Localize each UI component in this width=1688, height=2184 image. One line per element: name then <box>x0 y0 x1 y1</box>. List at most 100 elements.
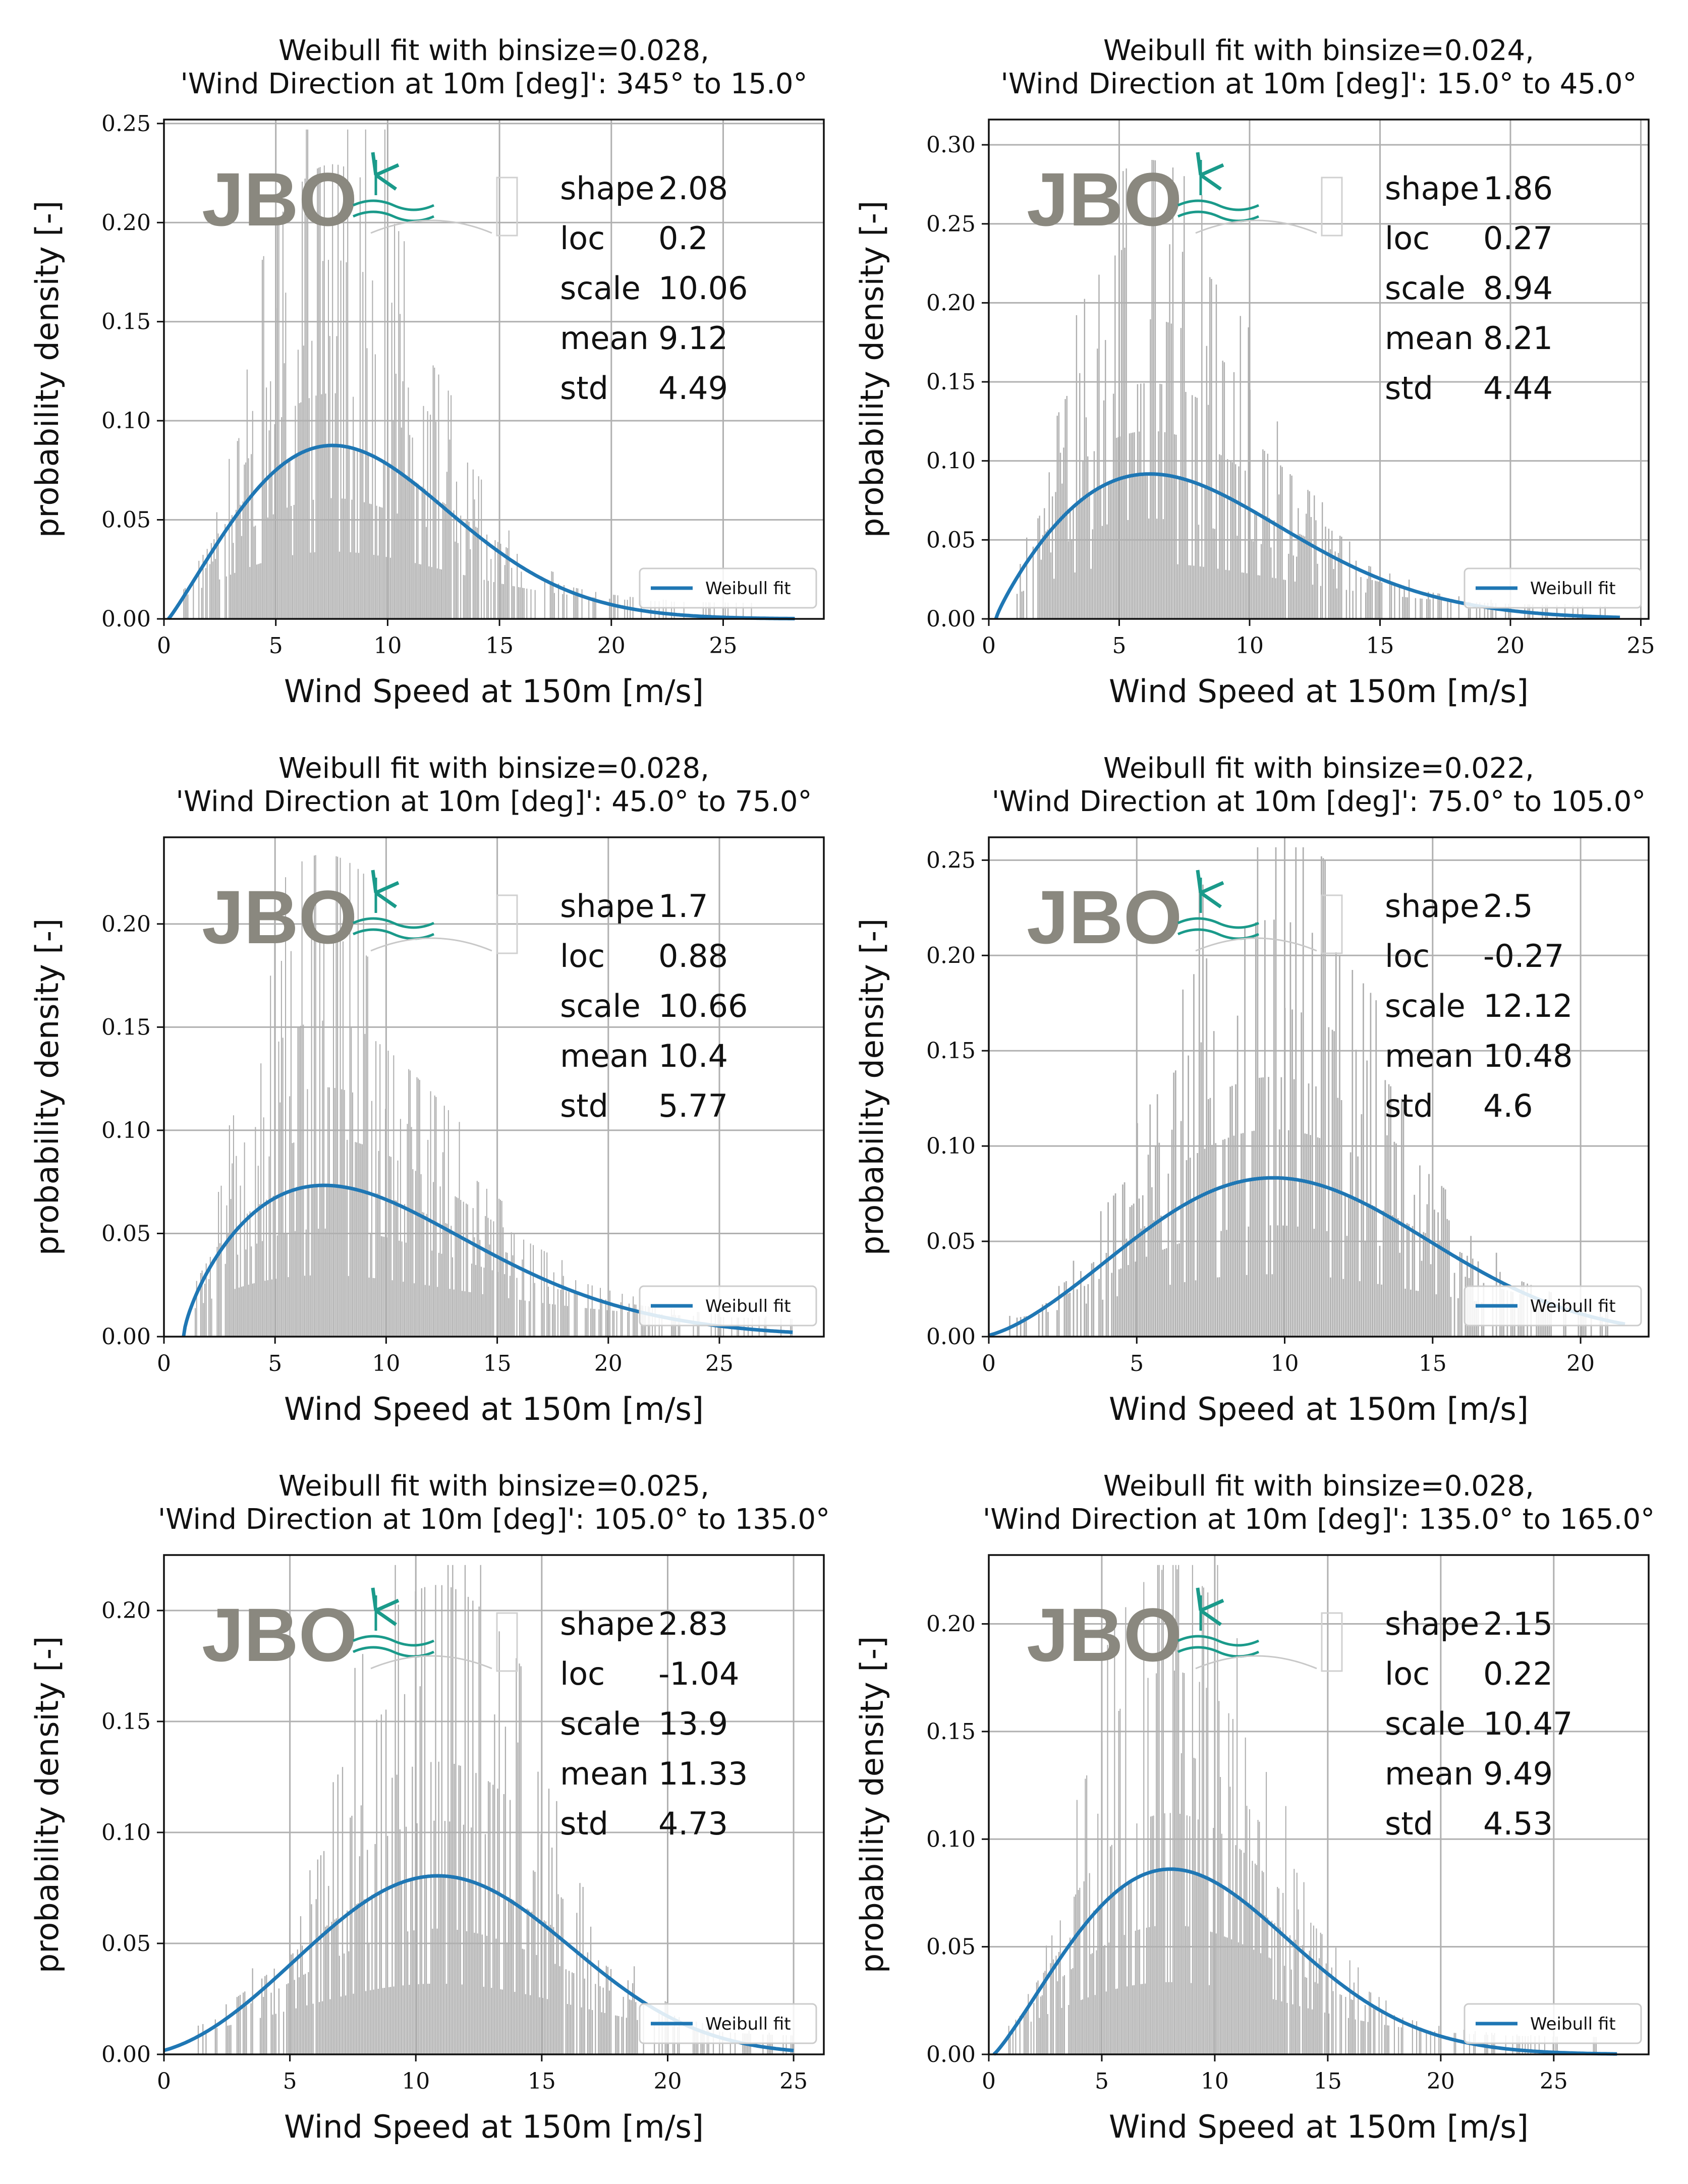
y-tick-label: 0.15 <box>101 309 151 335</box>
histogram-bar <box>419 1686 421 2054</box>
histogram-bar <box>548 1789 550 2054</box>
stat-value-loc: 0.22 <box>1483 1655 1553 1692</box>
histogram-bar <box>771 2035 773 2054</box>
y-axis-label: probability density [-] <box>854 201 890 538</box>
histogram-bar <box>1215 1143 1217 1337</box>
histogram-bar <box>1178 1565 1179 2054</box>
histogram-bar <box>1242 1133 1244 1337</box>
histogram-bar <box>1476 602 1478 619</box>
histogram-bar <box>1021 591 1023 619</box>
histogram-bar <box>1100 1211 1102 1337</box>
histogram-bar <box>1225 569 1227 619</box>
histogram-bar <box>1063 447 1064 619</box>
histogram-bar <box>1406 1223 1408 1337</box>
histogram-bar <box>1037 1980 1039 2054</box>
histogram-bar <box>503 1794 504 2054</box>
histogram-bar <box>261 1241 263 1337</box>
histogram-bar <box>1251 1131 1253 1337</box>
stat-value-std: 4.53 <box>1483 1805 1553 1842</box>
histogram-bar <box>1184 176 1185 619</box>
histogram-bar <box>335 1918 337 2054</box>
histogram-bar <box>439 569 441 619</box>
legend: Weibull fit <box>1464 567 1642 609</box>
histogram-bar <box>1239 1181 1241 1337</box>
histogram-bar <box>1339 536 1341 619</box>
histogram-bar <box>288 1983 289 2054</box>
histogram-bar <box>1057 1981 1058 2054</box>
histogram-bar <box>1103 400 1105 619</box>
histogram-bar <box>474 499 475 619</box>
histogram-bar <box>486 1188 487 1337</box>
histogram-bar <box>1309 491 1310 619</box>
histogram-bar <box>288 1277 289 1337</box>
histogram-bar <box>478 1606 480 2054</box>
histogram-bar <box>1420 598 1421 619</box>
histogram-bar <box>509 1800 511 2054</box>
histogram <box>1016 160 1606 619</box>
histogram-bar <box>1202 884 1204 1337</box>
histogram-bar <box>233 1115 234 1337</box>
histogram-bar <box>456 481 458 619</box>
histogram-bar <box>342 941 344 1337</box>
histogram-bar <box>211 1298 212 1337</box>
histogram-bar <box>1188 1926 1189 2054</box>
histogram-bar <box>1492 603 1493 619</box>
histogram-bar <box>282 1038 284 1337</box>
histogram-bar <box>1166 322 1167 619</box>
histogram-bar <box>1167 1173 1169 1337</box>
histogram-bar <box>1190 565 1192 619</box>
histogram-bar <box>1146 475 1148 619</box>
histogram-bar <box>483 1268 485 1337</box>
x-tick-label: 5 <box>1130 1351 1144 1376</box>
histogram-bar <box>295 2008 297 2054</box>
histogram-bar <box>1168 1982 1169 2054</box>
histogram-bar <box>1121 1886 1122 2054</box>
histogram-bar <box>467 1204 468 1337</box>
histogram-bar <box>255 526 256 619</box>
histogram-bar <box>317 1859 318 2054</box>
histogram-bar <box>1107 1645 1108 2054</box>
histogram-bar <box>388 465 390 619</box>
histogram-bar <box>1178 1243 1180 1337</box>
stat-value-loc: -0.27 <box>1483 938 1564 974</box>
histogram-bar <box>415 563 416 619</box>
histogram-bar <box>1373 2008 1374 2054</box>
histogram-bar <box>637 2020 638 2054</box>
histogram-bar <box>403 1282 404 1337</box>
stat-value-shape: 2.5 <box>1483 888 1533 925</box>
histogram-bar <box>613 1310 615 1337</box>
histogram-bar <box>1112 1892 1114 2054</box>
histogram-bar <box>1009 2031 1011 2054</box>
histogram-bar <box>1259 1821 1260 2054</box>
stat-value-shape: 1.86 <box>1483 170 1553 207</box>
histogram-bar <box>593 1308 594 1337</box>
histogram-bar <box>323 937 325 1337</box>
histogram-bar <box>606 1310 608 1337</box>
histogram-bar <box>1189 1816 1191 2054</box>
ticks: 0 5 10 15 20 250.000.050.100.150.20 <box>101 911 734 1376</box>
histogram-bar <box>226 576 227 619</box>
histogram-bar <box>1282 1225 1284 1337</box>
histogram-bar <box>1173 1671 1175 2054</box>
histogram-bar <box>476 528 478 619</box>
histogram-bar <box>349 863 351 1337</box>
stat-value-loc: -1.04 <box>658 1655 739 1692</box>
logo-text: JBO <box>202 1592 357 1677</box>
histogram-bar <box>500 1989 501 2054</box>
histogram-bar <box>340 857 341 1337</box>
y-tick-label: 0.10 <box>926 448 976 474</box>
histogram-bar <box>416 482 417 619</box>
histogram-bar <box>497 1789 498 2054</box>
histogram-bar <box>474 1237 475 1337</box>
histogram-bar <box>286 1984 288 2054</box>
histogram-bar <box>1119 1708 1121 2054</box>
histogram-bar <box>1274 1923 1275 2054</box>
histogram-bar <box>1146 1256 1147 1337</box>
histogram-bar <box>289 1096 291 1337</box>
histogram-bar <box>452 1565 454 2054</box>
histogram-bar <box>1262 1077 1264 1337</box>
histogram-bar <box>1172 167 1174 619</box>
histogram-bar <box>1204 487 1206 619</box>
histogram-bar <box>1079 373 1081 619</box>
histogram-bar <box>331 1922 332 2054</box>
